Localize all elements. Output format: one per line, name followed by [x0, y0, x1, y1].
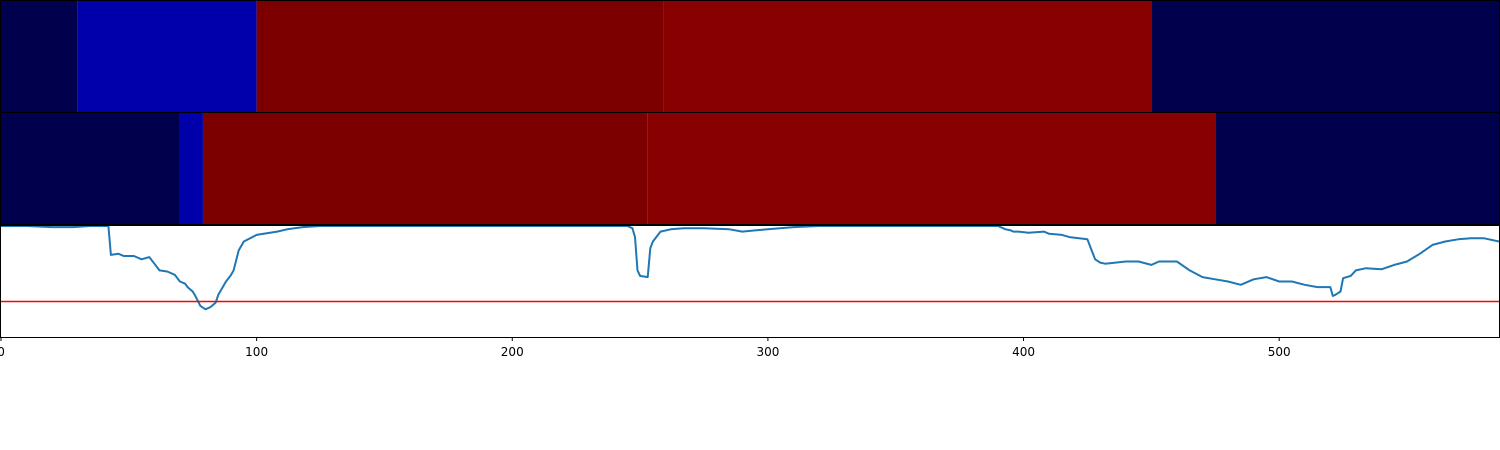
segment-bands	[1, 1, 1499, 224]
x-tick-label: 0	[0, 345, 5, 359]
x-tick-label: 400	[1012, 345, 1035, 359]
band-2-segment-3	[202, 113, 648, 224]
x-tick-label: 500	[1268, 345, 1291, 359]
series-line	[1, 226, 1499, 311]
band-2-segment-5	[1215, 113, 1499, 224]
band-2-segment-1	[1, 113, 180, 224]
band-1-segment-5	[1151, 1, 1499, 112]
band-2-segment-2	[179, 113, 203, 224]
line-plot-area	[1, 226, 1499, 337]
x-tick-label: 300	[756, 345, 779, 359]
band-2-segment-4	[647, 113, 1216, 224]
segment-band-2	[1, 113, 1499, 224]
band-1-segment-1	[1, 1, 78, 112]
segment-band-1	[1, 1, 1499, 112]
x-tick-label: 200	[501, 345, 524, 359]
x-tick-label: 100	[245, 345, 268, 359]
band-1-segment-3	[256, 1, 664, 112]
band-1-segment-2	[77, 1, 257, 112]
x-axis: 0 100 200 300 400 500	[0, 337, 1291, 359]
band-1-segment-4	[663, 1, 1152, 112]
